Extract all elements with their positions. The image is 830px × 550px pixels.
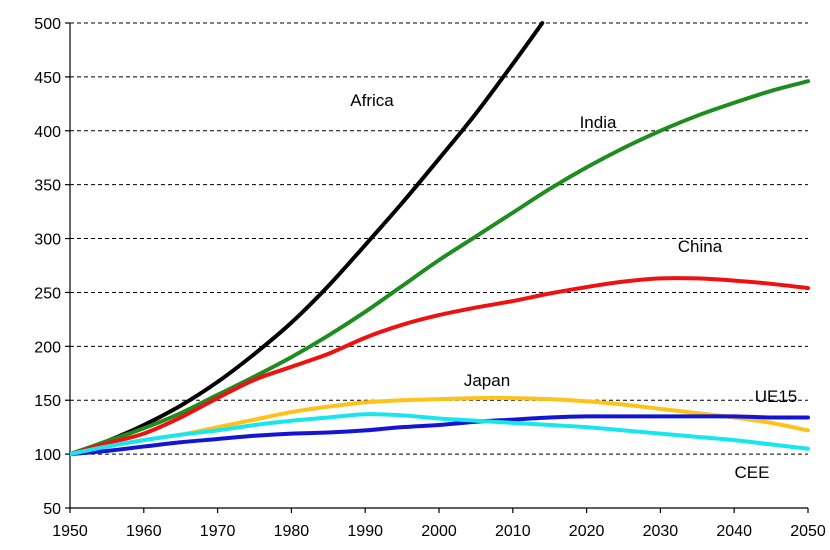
- y-tick-label: 300: [34, 232, 61, 249]
- series-label-ue15: UE15: [755, 387, 798, 406]
- y-tick-label: 100: [34, 447, 61, 464]
- y-tick-label: 350: [34, 178, 61, 195]
- x-tick-label: 1990: [347, 523, 383, 540]
- x-tick-label: 1950: [52, 523, 88, 540]
- y-tick-label: 200: [34, 339, 61, 356]
- x-tick-label: 1970: [200, 523, 236, 540]
- y-tick-label: 400: [34, 124, 61, 141]
- series-labels: Africa India China Japan UE15 CEE: [350, 91, 797, 482]
- series-lines: [70, 21, 810, 457]
- x-tick-label: 2040: [716, 523, 752, 540]
- x-tick-label: 1980: [274, 523, 310, 540]
- y-tick-label: 250: [34, 285, 61, 302]
- x-tick-label: 2010: [495, 523, 531, 540]
- series-line-india: [70, 79, 810, 457]
- y-tick-label: 450: [34, 70, 61, 87]
- series-label-cee: CEE: [735, 463, 770, 482]
- series-line-cee: [70, 412, 810, 457]
- series-label-india: India: [580, 113, 617, 132]
- tick-labels: 50 100 150 200 250 300 350 400 450 500 1950 1960 197…: [34, 16, 826, 540]
- y-tick-label: 150: [34, 393, 61, 410]
- series-label-japan: Japan: [464, 371, 510, 390]
- series-line-china: [70, 276, 810, 457]
- series-line-africa: [70, 21, 545, 457]
- x-tick-label: 2000: [421, 523, 457, 540]
- axes: [65, 22, 809, 513]
- series-line-ue15: [70, 414, 810, 457]
- y-tick-label: 50: [43, 501, 61, 518]
- x-tick-label: 2030: [643, 523, 679, 540]
- y-tick-label: 500: [34, 16, 61, 33]
- x-tick-label: 1960: [126, 523, 162, 540]
- series-label-china: China: [678, 237, 723, 256]
- x-tick-label: 2020: [569, 523, 605, 540]
- series-label-africa: Africa: [350, 91, 394, 110]
- x-tick-label: 2050: [790, 523, 826, 540]
